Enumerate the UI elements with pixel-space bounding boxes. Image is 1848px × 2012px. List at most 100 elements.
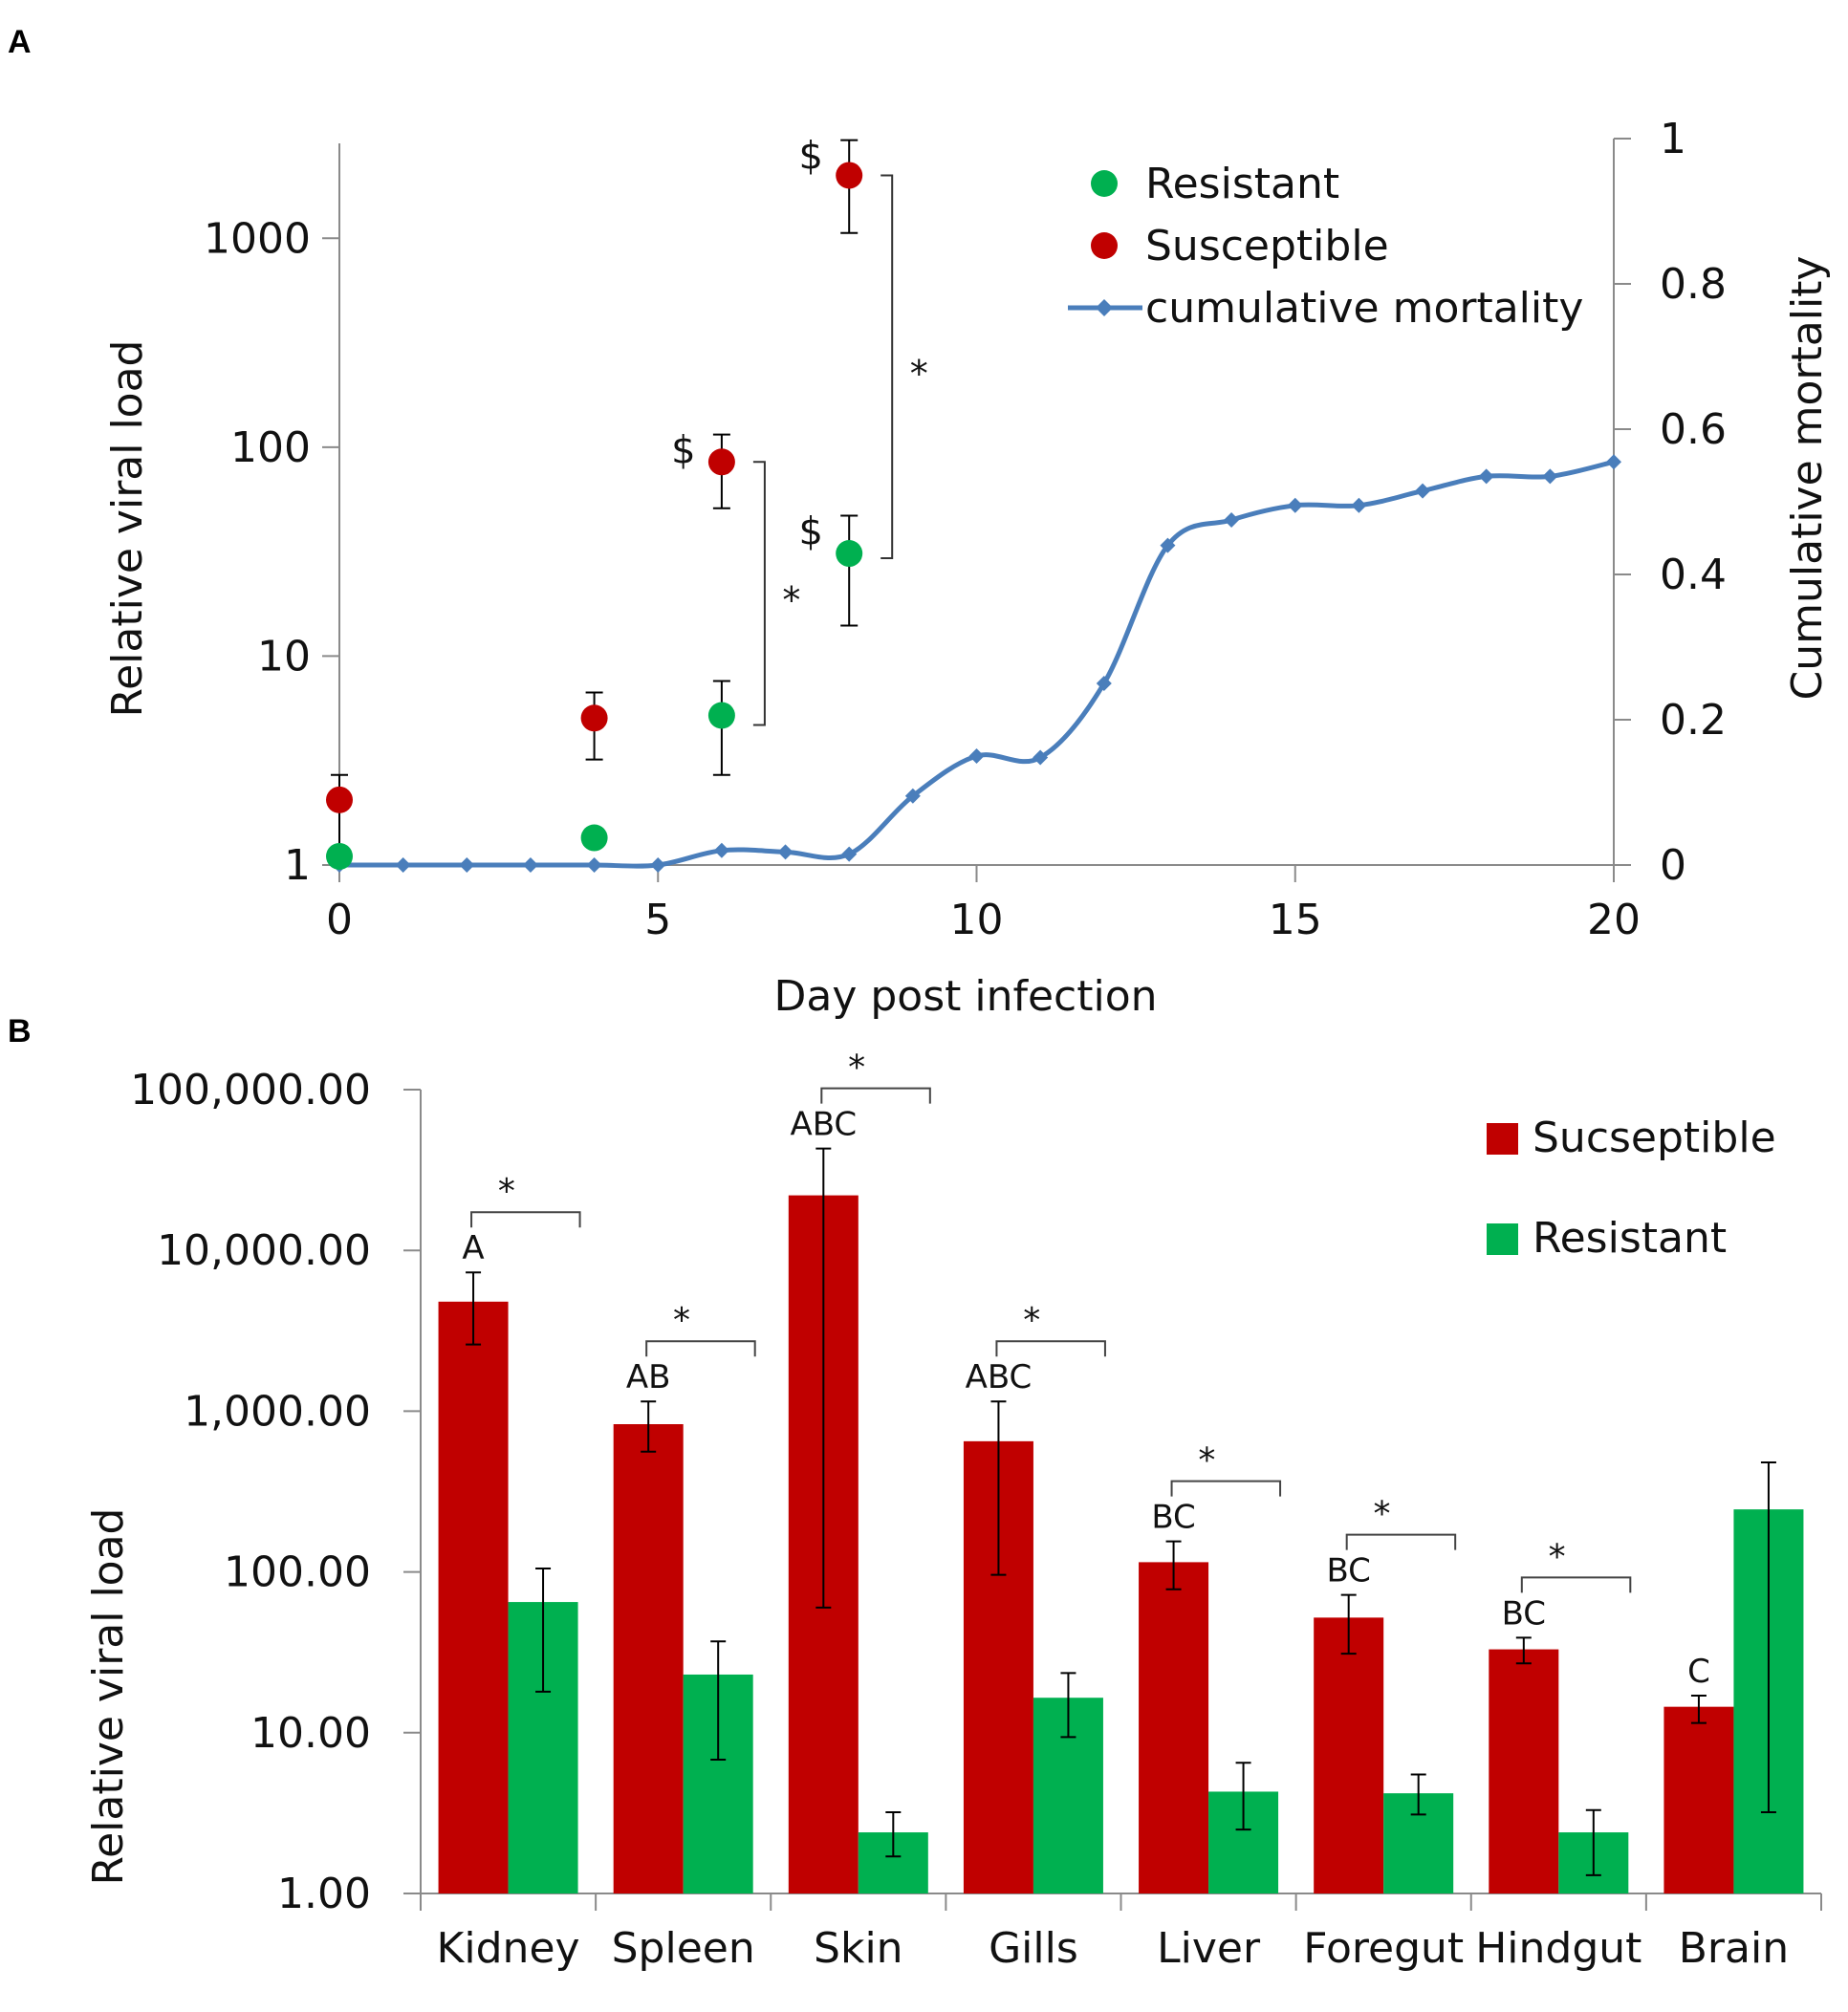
significance-asterisk-hindgut: *: [1549, 1537, 1566, 1576]
mortality-point: [1287, 497, 1303, 513]
significance-asterisk-spleen: *: [673, 1301, 690, 1340]
significance-bracket-kidney: [470, 1211, 581, 1228]
legend-sucseptible-label: Sucseptible: [1533, 1114, 1776, 1162]
panel-a-y2-tick-label: 0.2: [1660, 696, 1727, 745]
significance-asterisk: *: [782, 579, 800, 621]
mortality-line: [339, 459, 1615, 869]
mortality-point: [1606, 454, 1621, 470]
group-letter-brain: C: [1687, 1653, 1710, 1691]
category-label-kidney: Kidney: [437, 1924, 580, 1973]
panel-b-y-tick-label: 10.00: [250, 1709, 371, 1758]
panel-a-points: $ $ $: [326, 135, 863, 870]
significance-bracket-liver: [1170, 1480, 1282, 1497]
mortality-point: [1542, 468, 1558, 485]
panel-b-significance: * * * * * * *: [470, 1049, 1632, 1593]
panel-a-y-ticks: 1 10 100 1000: [204, 214, 339, 890]
significance-asterisk-kidney: *: [498, 1172, 515, 1211]
panel-label-b: B: [8, 1013, 32, 1049]
bar-susceptible-hindgut: [1489, 1649, 1559, 1893]
resistant-dollar-marker: $: [798, 510, 822, 554]
legend-resistant-label: Resistant: [1533, 1214, 1727, 1263]
panel-label-a: A: [8, 24, 32, 60]
panel-b-chart: 1.00 10.00 100.00 1,000.00 10,000.00 100,000.…: [84, 1049, 1822, 1973]
panel-a-y-tick-label: 1000: [204, 214, 311, 263]
mortality-point: [586, 857, 602, 873]
legend-mortality-label: cumulative mortality: [1145, 284, 1583, 333]
mortality-point: [777, 844, 794, 860]
panel-b-y-tick-label: 100,000.00: [130, 1066, 371, 1114]
panel-a-y2-tick-label: 1: [1660, 115, 1686, 163]
legend-susceptible-label: Susceptible: [1145, 222, 1389, 270]
panel-a-y2-ticks: 0 0.2 0.4 0.6 0.8 1: [1614, 115, 1727, 890]
resistant-point: [580, 824, 608, 852]
bar-susceptible-spleen: [613, 1424, 684, 1893]
panel-b-bars: [438, 1195, 1804, 1893]
category-label-gills: Gills: [989, 1924, 1078, 1973]
significance-bracket-gills: [995, 1340, 1106, 1357]
legend-resistant-marker: [1091, 170, 1118, 197]
panel-a-y-axis-label: Relative viral load: [103, 340, 152, 718]
panel-b-category-labels: Kidney Spleen Skin Gills Liver Foregut Hindgut…: [420, 1893, 1822, 1973]
bar-susceptible-brain: [1663, 1706, 1734, 1893]
bar-susceptible-liver: [1139, 1562, 1209, 1893]
mortality-point: [1096, 676, 1112, 691]
significance-bracket-spleen: [645, 1340, 756, 1357]
mortality-point: [1478, 468, 1494, 485]
category-label-skin: Skin: [814, 1924, 903, 1973]
panel-a-y-tick-label: 1: [284, 841, 311, 890]
group-letter-gills: ABC: [966, 1358, 1033, 1396]
resistant-point: [707, 702, 735, 729]
panel-a-y2-tick-label: 0.4: [1660, 551, 1727, 599]
mortality-point: [1351, 497, 1367, 513]
significance-asterisk-skin: *: [848, 1049, 865, 1088]
significance-bracket-foregut: [1345, 1533, 1457, 1550]
bar-susceptible-foregut: [1314, 1617, 1384, 1893]
panel-b-y-tick-label: 1.00: [277, 1870, 371, 1918]
panel-b-y-tick-label: 10,000.00: [157, 1226, 371, 1275]
legend-mortality-marker: [1096, 299, 1113, 316]
panel-b-y-axis-label: Relative viral load: [84, 1508, 133, 1886]
panel-a-x-tick-label: 15: [1269, 896, 1322, 944]
panel-a-chart: 1 10 100 1000 0 0.2 0.4 0.6 0.8 1 0 5 10 15 20 Relat…: [103, 115, 1832, 1021]
panel-a-x-tick-label: 20: [1587, 896, 1641, 944]
significance-bracket-skin: [820, 1087, 931, 1104]
bar-susceptible-kidney: [438, 1301, 509, 1893]
significance-asterisk-liver: *: [1198, 1441, 1215, 1481]
susceptible-point: [580, 704, 608, 732]
mortality-point: [841, 846, 858, 862]
significance-asterisk-gills: *: [1023, 1301, 1040, 1340]
significance-bracket-hindgut: [1520, 1576, 1632, 1593]
group-letter-liver: BC: [1151, 1499, 1195, 1537]
resistant-point: [836, 540, 863, 568]
panel-b-y-tick-label: 100.00: [224, 1548, 371, 1597]
mortality-point: [713, 842, 729, 858]
mortality-point: [1033, 749, 1049, 766]
mortality-point: [1415, 483, 1431, 499]
susceptible-dollar-marker: $: [798, 135, 822, 179]
significance-bracket: [752, 461, 766, 726]
panel-a-error-bars: [331, 139, 859, 866]
panel-a-legend: Resistant Susceptible cumulative mortality: [1068, 160, 1583, 333]
panel-a-y2-tick-label: 0.8: [1660, 260, 1727, 309]
panel-a-x-tick-label: 0: [326, 896, 353, 944]
mortality-point: [968, 748, 985, 764]
panel-a-y2-tick-label: 0: [1660, 841, 1686, 890]
group-letter-kidney: A: [462, 1229, 484, 1267]
mortality-point: [395, 857, 411, 873]
group-letter-spleen: AB: [626, 1358, 671, 1396]
panel-a-y2-axis-label: Cumulative mortality: [1783, 256, 1832, 701]
resistant-point: [326, 842, 353, 870]
panel-a-y2-tick-label: 0.6: [1660, 405, 1727, 454]
panel-b-y-tick-label: 1,000.00: [184, 1387, 371, 1436]
panel-a-y-tick-label: 10: [257, 632, 311, 681]
significance-asterisk: *: [910, 353, 928, 395]
category-label-foregut: Foregut: [1303, 1924, 1464, 1973]
legend-sucseptible-swatch: [1487, 1123, 1518, 1155]
significance-bracket: [881, 174, 894, 560]
susceptible-point: [836, 162, 863, 189]
mortality-point: [459, 857, 475, 873]
susceptible-dollar-marker: $: [671, 429, 695, 473]
group-letter-skin: ABC: [790, 1106, 857, 1144]
